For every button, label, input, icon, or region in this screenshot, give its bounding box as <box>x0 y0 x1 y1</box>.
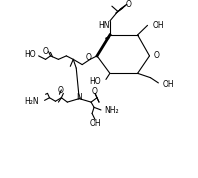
Text: HO: HO <box>24 50 36 59</box>
Text: NH₂: NH₂ <box>104 106 119 115</box>
Text: HN: HN <box>99 21 110 30</box>
Text: O: O <box>153 51 159 60</box>
Text: OH: OH <box>153 21 165 30</box>
Text: O: O <box>42 47 48 56</box>
Text: O: O <box>86 53 92 62</box>
Text: HO: HO <box>89 77 101 86</box>
Text: H₂N: H₂N <box>24 97 39 106</box>
Text: N: N <box>76 93 82 102</box>
Text: O: O <box>58 86 64 95</box>
Text: O: O <box>125 0 131 9</box>
Text: O: O <box>92 87 98 96</box>
Text: OH: OH <box>89 119 101 128</box>
Text: OH: OH <box>162 80 174 89</box>
